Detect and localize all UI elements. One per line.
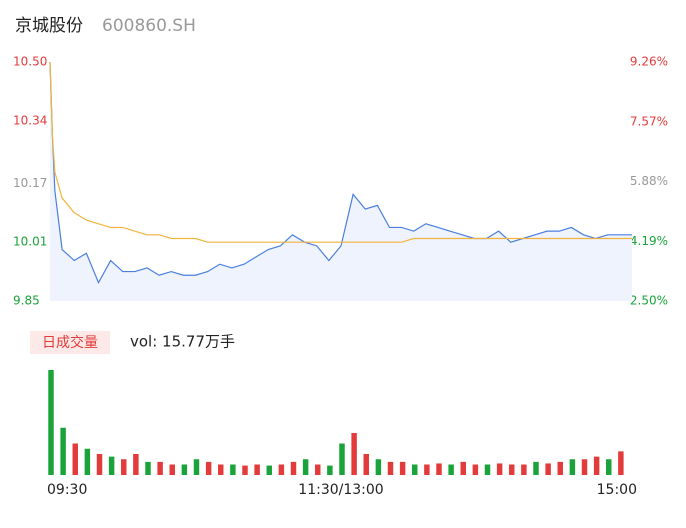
volume-bar <box>521 464 527 475</box>
volume-bar <box>351 433 357 475</box>
volume-bar <box>557 461 563 475</box>
y-tick-label: 10.01 <box>13 235 47 249</box>
y-tick-label: 9.85 <box>13 294 40 308</box>
volume-bar <box>363 454 369 475</box>
volume-bar <box>133 454 139 475</box>
y2-tick-label: 4.19% <box>630 234 668 248</box>
volume-label-bg <box>30 331 110 354</box>
volume-bar <box>484 464 491 475</box>
volume-bar <box>242 465 248 475</box>
volume-bar <box>60 427 66 475</box>
volume-bar <box>593 456 600 475</box>
y2-tick-label: 7.57% <box>630 114 668 128</box>
average-line <box>49 61 632 243</box>
volume-bar <box>339 443 345 475</box>
volume-bar <box>424 464 430 475</box>
volume-bar <box>169 464 175 475</box>
volume-bar <box>181 464 188 475</box>
volume-bar <box>218 464 224 475</box>
volume-bar <box>266 465 272 475</box>
x-tick-label: 09:30 <box>47 482 87 498</box>
volume-bar <box>121 459 127 475</box>
volume-bar <box>205 461 212 475</box>
volume-bar <box>448 464 454 475</box>
y2-tick-label: 5.88% <box>630 174 668 188</box>
volume-label: 日成交量 <box>42 334 98 351</box>
y-tick-label: 10.34 <box>13 113 47 127</box>
volume-bar <box>618 451 624 475</box>
volume-bar <box>48 370 54 475</box>
x-tick-label: 15:00 <box>597 482 637 498</box>
volume-summary: vol: 15.77万手 <box>130 333 235 351</box>
volume-bar <box>412 464 418 475</box>
volume-bar <box>569 459 576 475</box>
stock-code: 600860.SH <box>102 16 196 36</box>
volume-bar <box>278 464 285 475</box>
volume-bar <box>387 461 394 475</box>
volume-bar <box>145 461 151 475</box>
volume-bar <box>108 456 115 475</box>
volume-bar <box>472 464 479 475</box>
volume-bar <box>193 459 200 475</box>
volume-bar <box>606 459 612 475</box>
x-tick-label: 11:30/13:00 <box>298 482 383 498</box>
volume-bar <box>509 464 515 475</box>
volume-bar <box>230 464 236 475</box>
price-line <box>49 61 632 285</box>
volume-bar <box>460 461 466 475</box>
y2-tick-label: 9.26% <box>630 55 668 69</box>
volume-bar <box>375 459 382 475</box>
volume-bar <box>72 443 78 475</box>
volume-bar <box>254 464 260 475</box>
volume-bar <box>581 459 588 475</box>
volume-bar <box>290 461 297 475</box>
stock-name: 京城股份 <box>15 16 83 36</box>
y-tick-label: 10.50 <box>13 55 47 69</box>
price-area <box>50 62 632 301</box>
volume-bar <box>157 461 163 475</box>
volume-bar <box>96 454 103 475</box>
volume-bar <box>533 461 539 475</box>
volume-bar <box>302 459 309 475</box>
volume-bar <box>496 463 503 475</box>
volume-bar <box>545 463 551 475</box>
volume-bar <box>399 461 406 475</box>
volume-bar <box>315 464 321 475</box>
y2-tick-label: 2.50% <box>630 294 668 308</box>
volume-bar <box>436 463 442 475</box>
volume-bar <box>84 448 91 475</box>
y-tick-label: 10.17 <box>13 176 47 190</box>
volume-bar <box>327 465 333 475</box>
